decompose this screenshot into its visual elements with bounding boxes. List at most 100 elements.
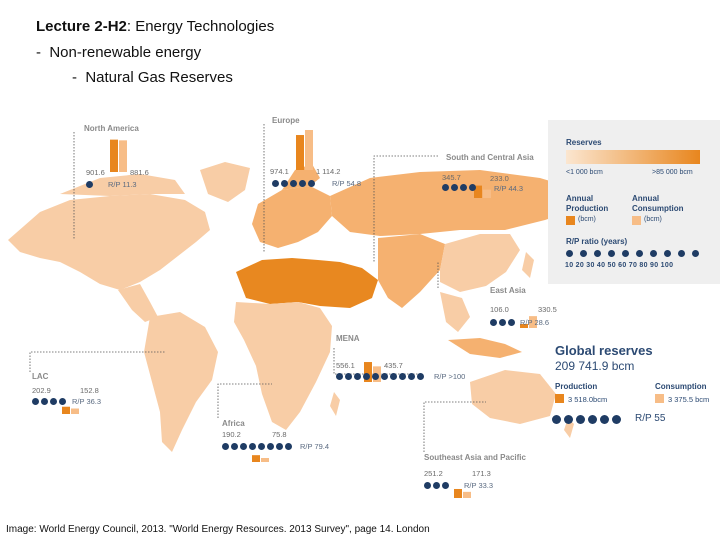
rp-dot bbox=[363, 373, 370, 380]
legend-consumption-swatch bbox=[632, 216, 641, 225]
legend-rp-dot bbox=[594, 250, 601, 257]
rp-dot bbox=[460, 184, 467, 191]
japan-land bbox=[522, 252, 534, 278]
legend-consumption-title2: Consumption bbox=[632, 204, 684, 213]
rp-dot bbox=[41, 398, 48, 405]
rp-dot bbox=[408, 373, 415, 380]
bullet-dash-2: - bbox=[72, 69, 77, 86]
indonesia-land bbox=[448, 338, 522, 358]
north-america-consumption-bar bbox=[119, 140, 127, 172]
south-central-asia-rp: R/P 44.3 bbox=[494, 184, 524, 193]
rp-dot bbox=[59, 398, 66, 405]
africa-name: Africa bbox=[222, 419, 245, 428]
legend-consumption-title1: Annual bbox=[632, 194, 660, 203]
leader-south-central-asia bbox=[373, 155, 438, 262]
rp-dot bbox=[372, 373, 379, 380]
south-central-asia-production: 345.7 bbox=[442, 173, 461, 182]
south-central-asia-name: South and Central Asia bbox=[446, 153, 534, 162]
legend-rp-dot bbox=[692, 250, 699, 257]
rp-dot bbox=[424, 482, 431, 489]
image-caption: Image: World Energy Council, 2013. "Worl… bbox=[6, 524, 430, 535]
mena-name: MENA bbox=[336, 334, 360, 343]
southeast-asia-name: Southeast Asia and Pacific bbox=[424, 453, 526, 462]
global-production-swatch bbox=[555, 394, 564, 403]
mena-production-bar bbox=[364, 362, 372, 382]
rp-dot bbox=[222, 443, 229, 450]
rp-dot bbox=[390, 373, 397, 380]
legend-consumption-unit: (bcm) bbox=[644, 216, 662, 223]
rp-dot bbox=[240, 443, 247, 450]
mena-land bbox=[236, 258, 378, 308]
legend-rp-dot bbox=[636, 250, 643, 257]
mena-consumption: 435.7 bbox=[384, 361, 403, 370]
greenland-land bbox=[200, 162, 250, 202]
subtitle-non-renewable: - Non-renewable energy bbox=[36, 44, 201, 61]
madagascar-land bbox=[330, 392, 340, 416]
legend-production-title2: Production bbox=[566, 204, 609, 213]
lecture-title: Lecture 2-H2: Energy Technologies bbox=[36, 18, 274, 35]
legend-panel: Reserves <1 000 bcm >85 000 bcm Annual P… bbox=[548, 120, 720, 284]
legend-production-title1: Annual bbox=[566, 194, 594, 203]
rp-dot bbox=[442, 184, 449, 191]
east-asia-production: 106.0 bbox=[490, 305, 509, 314]
legend-rp-dot bbox=[622, 250, 629, 257]
subtitle1-text: Non-renewable energy bbox=[49, 44, 202, 61]
global-production-value: 3 518.0bcm bbox=[568, 395, 608, 404]
rp-dot bbox=[32, 398, 39, 405]
east-asia-rp: R/P 28.6 bbox=[520, 318, 550, 327]
central-america-land bbox=[118, 284, 158, 322]
north-america-consumption: 881.6 bbox=[130, 168, 149, 177]
rp-dot bbox=[564, 415, 573, 424]
rp-dot bbox=[499, 319, 506, 326]
russia-land bbox=[330, 170, 580, 236]
europe-consumption: 1 114.2 bbox=[316, 167, 341, 176]
southeast-asia-pacific-production-bar bbox=[454, 488, 462, 498]
global-rp: R/P 55 bbox=[635, 413, 666, 424]
legend-reserves-title: Reserves bbox=[566, 138, 602, 147]
world-map-svg bbox=[8, 124, 580, 498]
europe-consumption-bar bbox=[305, 130, 313, 170]
rp-dot bbox=[469, 184, 476, 191]
southeast-asia-rp-dots bbox=[424, 482, 449, 489]
global-production-label: Production bbox=[555, 382, 598, 391]
mena-rp-dots bbox=[336, 373, 424, 380]
legend-rp-title: R/P ratio (years) bbox=[566, 237, 628, 246]
southeast-asia-pacific-consumption-bar bbox=[463, 491, 471, 498]
rp-dot bbox=[249, 443, 256, 450]
rp-dot bbox=[281, 180, 288, 187]
south-central-asia-rp-dots bbox=[442, 184, 476, 191]
legend-rp-dot bbox=[664, 250, 671, 257]
global-reserves-title: Global reserves bbox=[555, 343, 653, 358]
australia-land bbox=[470, 370, 556, 424]
rp-dot bbox=[399, 373, 406, 380]
legend-reserves-gradient bbox=[566, 150, 700, 164]
africa-consumption-bar bbox=[261, 458, 269, 462]
east-asia-name: East Asia bbox=[490, 286, 526, 295]
africa-consumption: 75.8 bbox=[272, 430, 287, 439]
rp-dot bbox=[336, 373, 343, 380]
rp-dot bbox=[267, 443, 274, 450]
lecture-title-bold: Lecture 2-H2 bbox=[36, 18, 127, 35]
africa-production-bar bbox=[252, 455, 260, 462]
africa-rp: R/P 79.4 bbox=[300, 442, 330, 451]
bullet-dash: - bbox=[36, 44, 41, 61]
south-america-land bbox=[144, 312, 218, 452]
global-rp-dots bbox=[552, 415, 621, 424]
legend-rp-dots bbox=[566, 250, 699, 257]
rp-dot bbox=[258, 443, 265, 450]
rp-dot bbox=[508, 319, 515, 326]
lac-rp: R/P 36.3 bbox=[72, 397, 102, 406]
leader-africa bbox=[217, 383, 272, 418]
legend-reserves-high: >85 000 bcm bbox=[652, 169, 693, 176]
global-consumption-swatch bbox=[655, 394, 664, 403]
legend-production-unit: (bcm) bbox=[578, 216, 596, 223]
east-asia-consumption: 330.5 bbox=[538, 305, 557, 314]
europe-rp-dots bbox=[272, 180, 315, 187]
legend-production-swatch bbox=[566, 216, 575, 225]
europe-rp: R/P 54.8 bbox=[332, 179, 362, 188]
rp-dot bbox=[272, 180, 279, 187]
leader-southeast-asia bbox=[423, 401, 486, 452]
rp-dot bbox=[354, 373, 361, 380]
north-america-production-bar bbox=[110, 139, 118, 172]
rp-dot bbox=[600, 415, 609, 424]
